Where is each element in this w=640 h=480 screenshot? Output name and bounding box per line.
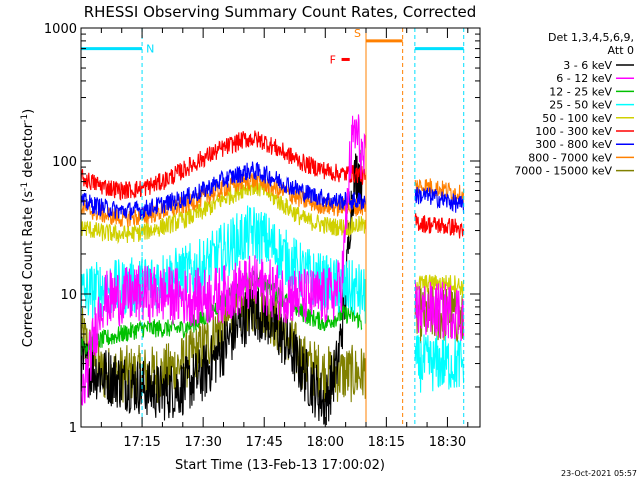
legend-entry-label: 800 - 7000 keV <box>528 151 612 164</box>
series-line <box>80 205 465 393</box>
series-line <box>80 178 465 297</box>
y-axis-label: Corrected Count Rate (s-1 detector-1) <box>20 109 36 347</box>
y-axis-label-sup1: -1 <box>20 182 30 191</box>
legend-header-line1: Det 1,3,4,5,6,9, <box>548 31 634 44</box>
plot-frame <box>80 27 481 428</box>
annotation-label: S <box>354 27 361 40</box>
series-line <box>80 130 465 239</box>
x-tick-label: 18:00 <box>307 435 344 450</box>
series-layer <box>80 114 465 426</box>
axes-layer: 17:15 17:30 17:45 18:00 18:15 18:30 1 10 100 1000 <box>44 22 480 450</box>
series-line <box>80 172 465 228</box>
y-tick-label: 10 <box>60 288 77 303</box>
legend-entry-label: 25 - 50 keV <box>549 99 612 112</box>
x-tick-label: 18:15 <box>368 435 405 450</box>
y-axis-label-mid: detector <box>21 122 36 182</box>
footer-timestamp: 23-Oct-2021 05:57 <box>561 469 637 478</box>
x-tick-label: 18:30 <box>429 435 466 450</box>
chart-title: RHESSI Observing Summary Count Rates, Co… <box>84 3 477 21</box>
legend-entry-label: 3 - 6 keV <box>563 59 612 72</box>
x-tick-label: 17:45 <box>245 435 282 450</box>
legend-entry-label: 6 - 12 keV <box>556 72 612 85</box>
annotation-label: N <box>146 43 154 56</box>
y-tick-label: 1 <box>69 421 77 436</box>
x-tick-label: 17:30 <box>184 435 221 450</box>
series-line <box>80 149 363 426</box>
series-line <box>80 161 465 221</box>
legend-entry-label: 50 - 100 keV <box>542 112 612 125</box>
legend-entry-label: 7000 - 15000 keV <box>514 165 612 178</box>
series-line <box>80 114 465 406</box>
annotation-label: F <box>330 53 336 66</box>
x-tick-label: 17:15 <box>123 435 160 450</box>
legend-header-line2: Att 0 <box>608 44 634 57</box>
x-axis-label: Start Time (13-Feb-13 17:00:02) <box>175 458 385 473</box>
annotation-layer: N S F <box>81 27 465 427</box>
legend-entry-label: 100 - 300 keV <box>535 125 612 138</box>
y-axis-label-main: Corrected Count Rate (s <box>21 191 36 348</box>
legend-entry-label: 12 - 25 keV <box>549 85 612 98</box>
y-tick-label: 100 <box>52 155 77 170</box>
y-tick-label: 1000 <box>44 22 77 37</box>
legend-entry-label: 300 - 800 keV <box>535 138 612 151</box>
y-axis-label-sup2: -1 <box>20 114 30 123</box>
y-axis-label-end: ) <box>21 109 36 114</box>
